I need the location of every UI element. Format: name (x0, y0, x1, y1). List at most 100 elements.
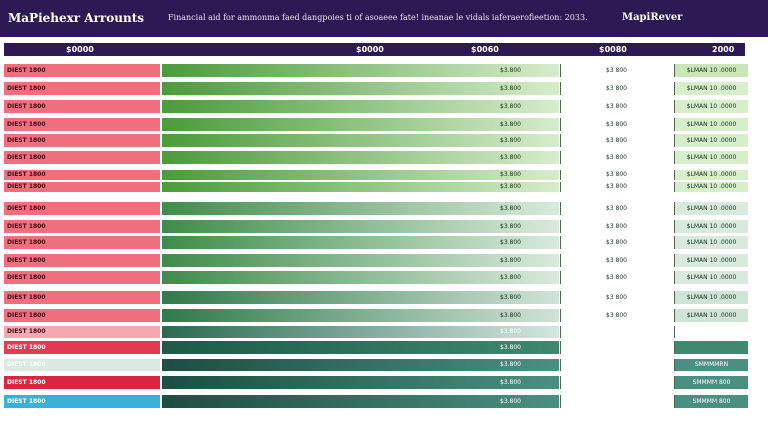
row-value-2: $3.800 (560, 359, 672, 371)
row-label: DIEST 1800 (4, 182, 160, 192)
row-value-2: $3 800 (560, 118, 672, 131)
row-label: DIEST 1800 (4, 309, 160, 322)
row-value-2: $3 800 (560, 236, 672, 249)
row-value-1: $3.800 (500, 205, 521, 212)
table-row[interactable]: DIEST 1800 $3.800 $3 800 $LMAN 10 .0000 (4, 182, 748, 192)
row-value-3 (674, 341, 748, 354)
row-value-1: $3.800 (500, 312, 521, 319)
table-row[interactable]: DIEST 1800 $3.800 $3 800 $LMAN 10 .0000 (4, 271, 748, 284)
row-value-1: $3.800 (500, 274, 521, 281)
header-col-0: $0000 (66, 45, 94, 54)
row-value-1: $3.800 (500, 223, 521, 230)
row-value-1: $3.800 (500, 379, 521, 386)
row-label: DIEST 1800 (4, 134, 160, 147)
row-label: DIEST 1800 (4, 395, 160, 408)
table-row[interactable]: DIEST 1800 $3.800 $3 800 $LMAN 10 .0000 (4, 254, 748, 267)
row-value-2: $3 800 (560, 309, 672, 322)
row-value-3: $LMAN 10 .0000 (674, 134, 748, 147)
table-row[interactable]: DIEST 1800 $3.800 $3 800 $LMAN 10 .0000 (4, 202, 748, 215)
table-row[interactable]: DIEST 1800 $3.800 $3 800 $LMAN 10 .0000 (4, 291, 748, 304)
row-value-2: $3 800 (560, 291, 672, 304)
row-value-1: $3.800 (500, 121, 521, 128)
row-bar (162, 271, 559, 284)
row-value-3: $LMAN 10 .0000 (674, 182, 748, 192)
top-bar: MaPiehexr Arrounts Financial aid for amm… (0, 0, 768, 37)
row-value-3: $LMAN 10 .0000 (674, 236, 748, 249)
table-row[interactable]: DIEST 1800 $3.800 $3 800 $LMAN 10 .0000 (4, 236, 748, 249)
table-row[interactable]: DIEST 1800 $3.800 $3 800 $LMAN 10 .0000 (4, 64, 748, 77)
row-value-2: $3.800 (560, 376, 672, 389)
row-label: DIEST 1800 (4, 359, 160, 371)
row-bar (162, 220, 559, 233)
row-value-1: $3.800 (500, 257, 521, 264)
row-value-1: $3.800 (500, 294, 521, 301)
row-value-1: $3.800 (500, 183, 521, 190)
row-bar (162, 376, 559, 389)
table-row[interactable]: DIEST 1800 $3.800 $3.800 SMMMMRN (4, 359, 748, 371)
row-bar (162, 182, 559, 192)
row-value-2: $3 800 (560, 326, 672, 338)
table-row[interactable]: DIEST 1800 $3.800 $3 800 $LMAN 10 .0000 (4, 151, 748, 164)
row-value-2: $3 800 (560, 254, 672, 267)
row-label: DIEST 1800 (4, 271, 160, 284)
brand-label: MapiRever (622, 12, 683, 23)
row-label: DIEST 1800 (4, 82, 160, 95)
row-label: DIEST 1800 (4, 100, 160, 113)
row-label: DIEST 1800 (4, 236, 160, 249)
table-row[interactable]: DIEST 1800 $3.800 $3.800 SMMMM 800 (4, 395, 748, 408)
row-value-2: $3 800 (560, 134, 672, 147)
row-label: DIEST 1800 (4, 118, 160, 131)
header-col-3: $0080 (599, 45, 627, 54)
table-row[interactable]: DIEST 1800 $3.800 $3 800 $LMAN 10 .0000 (4, 118, 748, 131)
page-title: MaPiehexr Arrounts (8, 11, 144, 25)
row-bar (162, 82, 559, 95)
row-value-2: $3 800 (560, 182, 672, 192)
row-value-3: $LMAN 10 .0000 (674, 254, 748, 267)
row-bar (162, 64, 559, 77)
row-label: DIEST 1800 (4, 220, 160, 233)
table-row[interactable]: DIEST 1800 $3.800 $3 800 $LMAN 10 .0000 (4, 82, 748, 95)
row-bar (162, 359, 559, 371)
row-value-3: $LMAN 10 .0000 (674, 64, 748, 77)
row-value-2: $3 800 (560, 271, 672, 284)
table-row[interactable]: DIEST 1800 $3.800 $3 800 $LMAN 10 .0000 (4, 170, 748, 180)
row-value-1: $3.800 (500, 154, 521, 161)
row-value-3: $LMAN 10 .0000 (674, 118, 748, 131)
row-bar (162, 170, 559, 180)
table-row[interactable]: DIEST 1800 $3.800 $3 800 $LMAN 10 .0000 (4, 100, 748, 113)
row-value-1: $3.800 (500, 239, 521, 246)
table-row[interactable]: DIEST 1800 $3.800 $3.800 (4, 341, 748, 354)
row-label: DIEST 1800 (4, 326, 160, 338)
row-value-2: $3 800 (560, 82, 672, 95)
table-row[interactable]: DIEST 1800 $3.800 $3 800 $LMAN 10 .0000 (4, 309, 748, 322)
table-header: $0000 $0000 $0060 $0080 2000 (4, 43, 745, 56)
row-value-2: $3 800 (560, 64, 672, 77)
row-value-3: SMMMM 800 (674, 395, 748, 408)
row-value-3: $LMAN 10 .0000 (674, 291, 748, 304)
table-row[interactable]: DIEST 1800 $3.800 $3 800 $LMAN 10 .0000 (4, 134, 748, 147)
row-value-1: $3.800 (500, 398, 521, 405)
row-bar (162, 118, 559, 131)
row-value-3: $LMAN 10 .0000 (674, 309, 748, 322)
row-value-2: $3.800 (560, 341, 672, 354)
row-bar (162, 202, 559, 215)
row-value-1: $3.800 (500, 67, 521, 74)
row-value-1: $3.800 (500, 328, 521, 335)
row-value-1: $3.800 (500, 137, 521, 144)
row-value-3: $LMAN 10 .0000 (674, 82, 748, 95)
row-bar (162, 326, 559, 338)
row-bar (162, 236, 559, 249)
table-row[interactable]: DIEST 1800 $3.800 $3.800 SMMMM 800 (4, 376, 748, 389)
row-label: DIEST 1800 (4, 376, 160, 389)
row-value-1: $3.800 (500, 171, 521, 178)
table-row[interactable]: DIEST 1800 $3.800 $3 800 $LMAN 10 .0000 (4, 220, 748, 233)
row-value-3: SMMMMRN (674, 359, 748, 371)
row-bar (162, 134, 559, 147)
row-value-2: $3 800 (560, 170, 672, 180)
row-bar (162, 309, 559, 322)
table-row[interactable]: DIEST 1800 $3.800 $3 800 (4, 326, 748, 338)
row-value-3: $LMAN 10 .0000 (674, 220, 748, 233)
page-subtitle: Financial aid for ammonma faed dangpoies… (168, 13, 588, 22)
row-value-3: $LMAN 10 .0000 (674, 151, 748, 164)
row-bar (162, 341, 559, 354)
